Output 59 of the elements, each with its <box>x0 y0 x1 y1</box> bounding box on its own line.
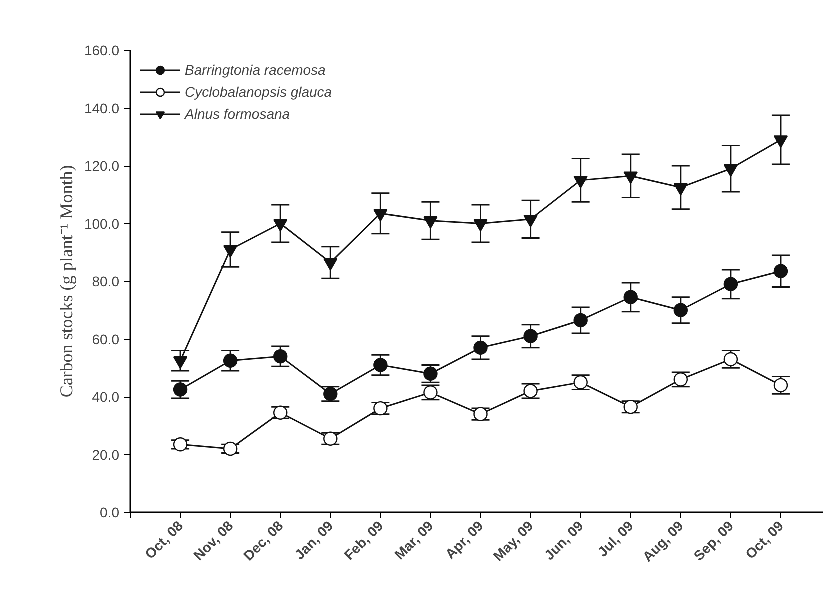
x-tick-label: Jul, 09 <box>594 518 637 560</box>
x-tick-label: Apr, 09 <box>442 518 487 562</box>
point <box>574 176 588 189</box>
x-tick-label: Mar, 09 <box>391 518 437 563</box>
x-tick-label: Oct, 08 <box>142 518 186 562</box>
point <box>774 264 788 278</box>
point <box>374 358 388 372</box>
y-tick-label: 100.0 <box>84 216 120 232</box>
point <box>274 406 288 420</box>
point <box>624 172 638 184</box>
legend-label: Barringtonia racemosa <box>185 62 326 78</box>
y-tick-label: 40.0 <box>92 389 120 405</box>
x-tick-label: Dec, 08 <box>240 518 286 564</box>
x-tick-label: Aug, 09 <box>639 518 687 565</box>
point <box>674 372 688 387</box>
point <box>574 375 588 390</box>
y-tick-label: 80.0 <box>92 274 120 290</box>
point <box>173 438 188 452</box>
y-tick-label: 0.0 <box>100 504 120 520</box>
point <box>524 384 538 398</box>
x-tick-label: Jun, 09 <box>541 518 587 564</box>
x-tick-label: Feb, 09 <box>340 518 386 564</box>
legend-label: Cyclobalanopsis glauca <box>185 84 332 100</box>
point <box>274 219 288 232</box>
point <box>223 245 238 258</box>
point <box>223 354 238 368</box>
point <box>324 387 338 402</box>
y-axis-title: Carbon stocks (g plant⁻¹ Month) <box>56 165 76 398</box>
point <box>474 219 488 232</box>
point <box>424 386 438 400</box>
point <box>424 366 438 381</box>
point <box>624 290 638 304</box>
point <box>524 215 538 228</box>
y-tick-label: 60.0 <box>92 331 120 348</box>
x-tick-label: Jan, 09 <box>291 518 336 563</box>
point <box>424 216 438 229</box>
point <box>674 183 688 196</box>
point <box>474 407 488 422</box>
point <box>274 349 288 364</box>
point <box>574 313 588 328</box>
y-tick-label: 20.0 <box>92 446 120 463</box>
y-tick-label: 140.0 <box>84 100 120 116</box>
point <box>524 329 538 344</box>
point <box>374 401 388 416</box>
y-tick-label: 160.0 <box>84 42 120 58</box>
point <box>724 164 738 177</box>
x-tick-label: Oct, 09 <box>742 518 787 562</box>
y-tick-label: 120.0 <box>84 158 120 174</box>
point <box>624 400 638 414</box>
point <box>374 209 388 222</box>
legend-label: Alnus formosana <box>185 106 290 122</box>
point <box>324 432 338 446</box>
x-tick-label: Nov, 08 <box>190 518 236 564</box>
x-tick-label: Sep, 09 <box>690 518 737 564</box>
point <box>674 303 688 318</box>
point <box>324 258 338 271</box>
point <box>724 277 738 292</box>
point <box>774 136 788 148</box>
point <box>474 340 488 355</box>
